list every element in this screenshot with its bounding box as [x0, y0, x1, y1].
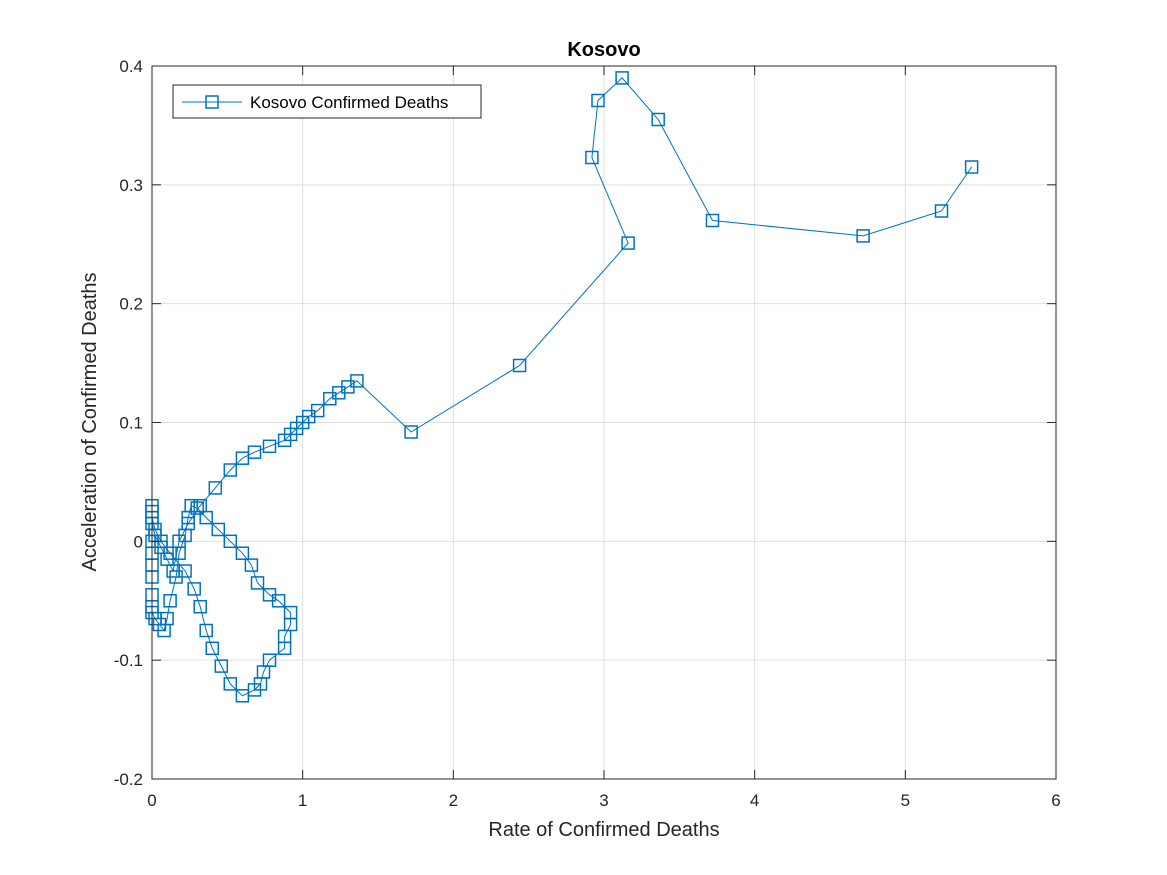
x-tick-label: 3 [599, 791, 608, 810]
data-point [856, 229, 870, 243]
x-tick-label: 1 [298, 791, 307, 810]
data-point [404, 425, 418, 439]
ticks: 0 1 2 3 4 5 6 -0.2 -0.1 0 0.1 0.2 0.3 0.4 [114, 57, 1061, 810]
legend-marker-square [205, 95, 219, 109]
data-point [934, 204, 949, 218]
data-point [615, 71, 629, 85]
data-point [166, 564, 180, 578]
x-tick-label: 5 [901, 791, 910, 810]
data-point [512, 358, 527, 373]
data-point [262, 439, 277, 454]
data-point [277, 641, 292, 656]
data-point [964, 160, 979, 174]
y-tick-label: 0 [134, 532, 143, 551]
data-point [247, 445, 262, 459]
y-tick-label: 0.1 [119, 414, 143, 433]
data-point [205, 641, 220, 656]
data-point [190, 501, 204, 515]
data-point [350, 374, 364, 388]
data-point [705, 213, 720, 228]
y-tick-label: 0.2 [119, 295, 143, 314]
y-tick-label: 0.4 [119, 57, 143, 76]
y-tick-label: -0.2 [114, 770, 143, 789]
y-tick-label: -0.1 [114, 651, 143, 670]
data-point [585, 150, 599, 165]
data-point [193, 599, 207, 614]
series-line [151, 77, 973, 697]
x-axis-title: Rate of Confirmed Deaths [488, 819, 719, 841]
plot-area: 0 1 2 3 4 5 6 -0.2 -0.1 0 0.1 0.2 0.3 0.4 [114, 57, 1061, 810]
data-point [244, 558, 259, 572]
x-tick-label: 6 [1051, 791, 1060, 810]
data-point [250, 576, 265, 590]
x-tick-label: 2 [449, 791, 458, 810]
x-tick-label: 0 [147, 791, 156, 810]
data-point [223, 677, 238, 691]
y-tick-label: 0.3 [119, 176, 143, 195]
data-point [621, 236, 635, 250]
data-point [187, 582, 201, 596]
chart-title: Kosovo [567, 39, 640, 61]
legend: Kosovo Confirmed Deaths [172, 84, 482, 119]
data-point [208, 481, 223, 495]
x-tick-label: 4 [750, 791, 759, 810]
data-point [181, 516, 195, 531]
data-point [211, 522, 226, 537]
data-point [160, 611, 174, 626]
legend-label: Kosovo Confirmed Deaths [250, 93, 448, 112]
data-point [235, 689, 250, 703]
series-group [145, 71, 979, 703]
data-point [310, 403, 325, 418]
data-point [193, 498, 207, 513]
data-point [199, 623, 213, 638]
data-point [163, 594, 177, 608]
data-point [223, 534, 238, 549]
data-point [223, 463, 238, 477]
data-point [235, 546, 250, 560]
y-axis-title: Acceleration of Confirmed Deaths [79, 272, 101, 571]
data-point [271, 594, 286, 608]
data-point [214, 659, 229, 673]
data-point [591, 93, 605, 108]
data-point [172, 534, 186, 549]
data-point [651, 112, 665, 127]
